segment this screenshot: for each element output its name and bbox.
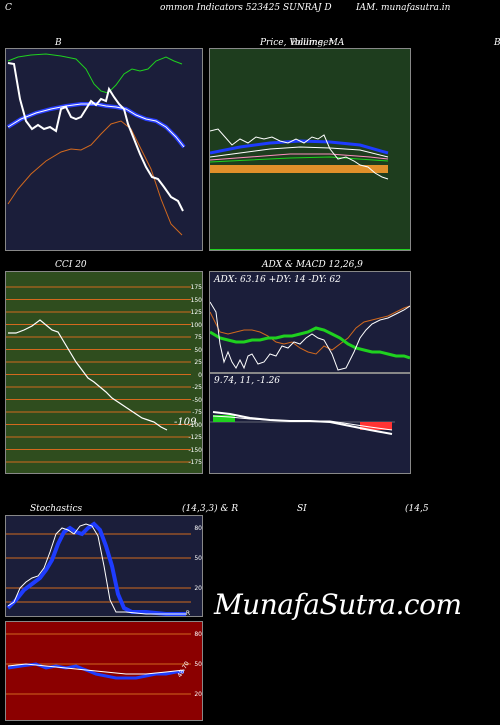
cci-tick-125: 125 <box>190 309 202 316</box>
price-title-overlap: Bollinger <box>291 38 333 48</box>
stoch-tick-50: 50 <box>194 555 202 562</box>
cci-tick-75: 75 <box>194 334 202 341</box>
lower-band-line <box>7 120 183 236</box>
cci-tick-150: 150 <box>190 296 202 304</box>
stoch-chart <box>6 521 191 616</box>
macd-histogram-negative <box>360 422 392 430</box>
header-site: IAM. munafasutra.in <box>356 3 451 13</box>
stoch-title: Stochastics <box>30 504 83 514</box>
macd-histogram-positive <box>213 415 235 422</box>
cci-tick-neg125: -125 <box>188 434 202 441</box>
cci-chart <box>6 286 191 463</box>
right-edge-title: B <box>494 38 500 48</box>
plus-di-line <box>210 301 410 371</box>
upper-band-line <box>7 53 183 94</box>
macd-panel: 9.74, 11, -1.26 <box>209 373 411 474</box>
price-chart <box>210 128 410 250</box>
middle-band-line <box>6 102 186 149</box>
volume-bars <box>210 165 388 173</box>
price-line <box>210 128 389 180</box>
minus-di-line <box>210 305 410 355</box>
cci-tick-neg150: -150 <box>188 446 202 454</box>
price-title: Price, Volume, MA <box>260 38 345 48</box>
cci-tick-neg75: -75 <box>192 409 202 416</box>
rsi-line <box>7 662 184 680</box>
adx-chart <box>210 301 410 371</box>
macd-chart <box>210 411 395 435</box>
adx-title: ADX & MACD 12,26,9 <box>262 260 363 270</box>
header-title: ommon Indicators 523425 SUNRAJ D <box>160 3 332 13</box>
cci-panel: 175 150 125 100 75 50 25 0 -25 -50 -75 -… <box>5 271 203 474</box>
price-panel <box>209 48 411 251</box>
stoch-tick-80: 80 <box>194 525 202 532</box>
cci-line <box>8 319 168 431</box>
rsi-chart <box>6 633 191 695</box>
rsi-signal-line <box>7 663 185 675</box>
cci-tick-neg25: -25 <box>192 384 202 391</box>
cci-tick-0: 0 <box>198 371 202 379</box>
header-left: C <box>5 3 12 13</box>
ma-line-white <box>210 146 389 158</box>
cci-tick-neg175: -175 <box>188 459 202 466</box>
ma-line-pink <box>210 153 389 161</box>
stoch-gridlines <box>6 533 191 603</box>
bollinger-title: B <box>55 38 62 48</box>
signal-line <box>212 415 393 431</box>
macd-values: 9.74, 11, -1.26 <box>214 376 281 386</box>
rsi-title: SI <box>297 504 307 514</box>
cci-tick-neg50: -50 <box>192 396 202 404</box>
watermark: MunafaSutra.com <box>214 588 462 621</box>
stoch-d-line <box>6 521 186 616</box>
rsi-tick-20: 20 <box>194 691 202 698</box>
cci-tick-25: 25 <box>194 359 202 366</box>
rsi-tick-50: 50 <box>194 661 202 668</box>
stoch-tick-20: 20 <box>194 585 202 592</box>
stoch-k-line <box>7 523 186 615</box>
stoch-panel: 80 50 20 R <box>5 515 203 617</box>
cci-tick-neg100: -100 <box>188 421 202 429</box>
cci-gridlines <box>6 286 191 463</box>
cci-tick-175: 175 <box>190 284 202 291</box>
cci-tick-50: 50 <box>194 346 202 354</box>
cci-value: -109 <box>174 417 197 428</box>
cci-tick-100: 100 <box>190 321 202 329</box>
bollinger-chart <box>6 53 186 236</box>
adx-line <box>210 326 410 360</box>
bollinger-panel <box>5 48 203 251</box>
adx-panel: ADX: 63.16 +DY: 14 -DY: 62 <box>209 271 411 373</box>
price-line <box>7 62 184 212</box>
middle-band-highlight <box>7 103 185 148</box>
rsi-panel: 80 50 20 48.70 <box>5 621 203 721</box>
cci-title: CCI 20 <box>55 260 87 270</box>
stoch-small-label: R <box>185 610 190 617</box>
rsi-params: (14,5 <box>405 504 429 514</box>
adx-values: ADX: 63.16 +DY: 14 -DY: 62 <box>214 275 341 285</box>
rsi-tick-80: 80 <box>194 631 202 638</box>
stoch-params: (14,3,3) & R <box>182 504 239 514</box>
